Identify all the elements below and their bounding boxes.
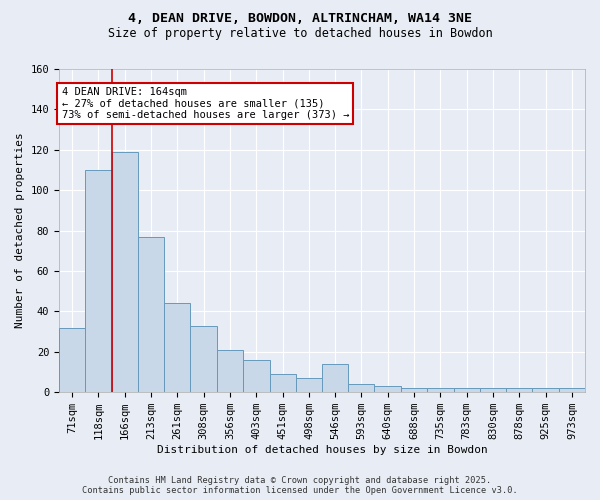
Bar — [532, 388, 559, 392]
Bar — [296, 378, 322, 392]
Bar — [243, 360, 269, 392]
Bar — [217, 350, 243, 392]
Bar — [59, 328, 85, 392]
Bar — [164, 304, 190, 392]
Bar — [479, 388, 506, 392]
Bar — [269, 374, 296, 392]
Bar — [138, 236, 164, 392]
Bar — [374, 386, 401, 392]
Bar — [506, 388, 532, 392]
Bar — [559, 388, 585, 392]
Bar — [190, 326, 217, 392]
Bar — [454, 388, 479, 392]
Text: Size of property relative to detached houses in Bowdon: Size of property relative to detached ho… — [107, 28, 493, 40]
Bar — [427, 388, 454, 392]
Text: Contains HM Land Registry data © Crown copyright and database right 2025.
Contai: Contains HM Land Registry data © Crown c… — [82, 476, 518, 495]
Text: 4 DEAN DRIVE: 164sqm
← 27% of detached houses are smaller (135)
73% of semi-deta: 4 DEAN DRIVE: 164sqm ← 27% of detached h… — [62, 87, 349, 120]
Bar — [85, 170, 112, 392]
Bar — [401, 388, 427, 392]
X-axis label: Distribution of detached houses by size in Bowdon: Distribution of detached houses by size … — [157, 445, 487, 455]
Y-axis label: Number of detached properties: Number of detached properties — [15, 132, 25, 328]
Bar — [349, 384, 374, 392]
Text: 4, DEAN DRIVE, BOWDON, ALTRINCHAM, WA14 3NE: 4, DEAN DRIVE, BOWDON, ALTRINCHAM, WA14 … — [128, 12, 472, 26]
Bar — [112, 152, 138, 392]
Bar — [322, 364, 349, 392]
